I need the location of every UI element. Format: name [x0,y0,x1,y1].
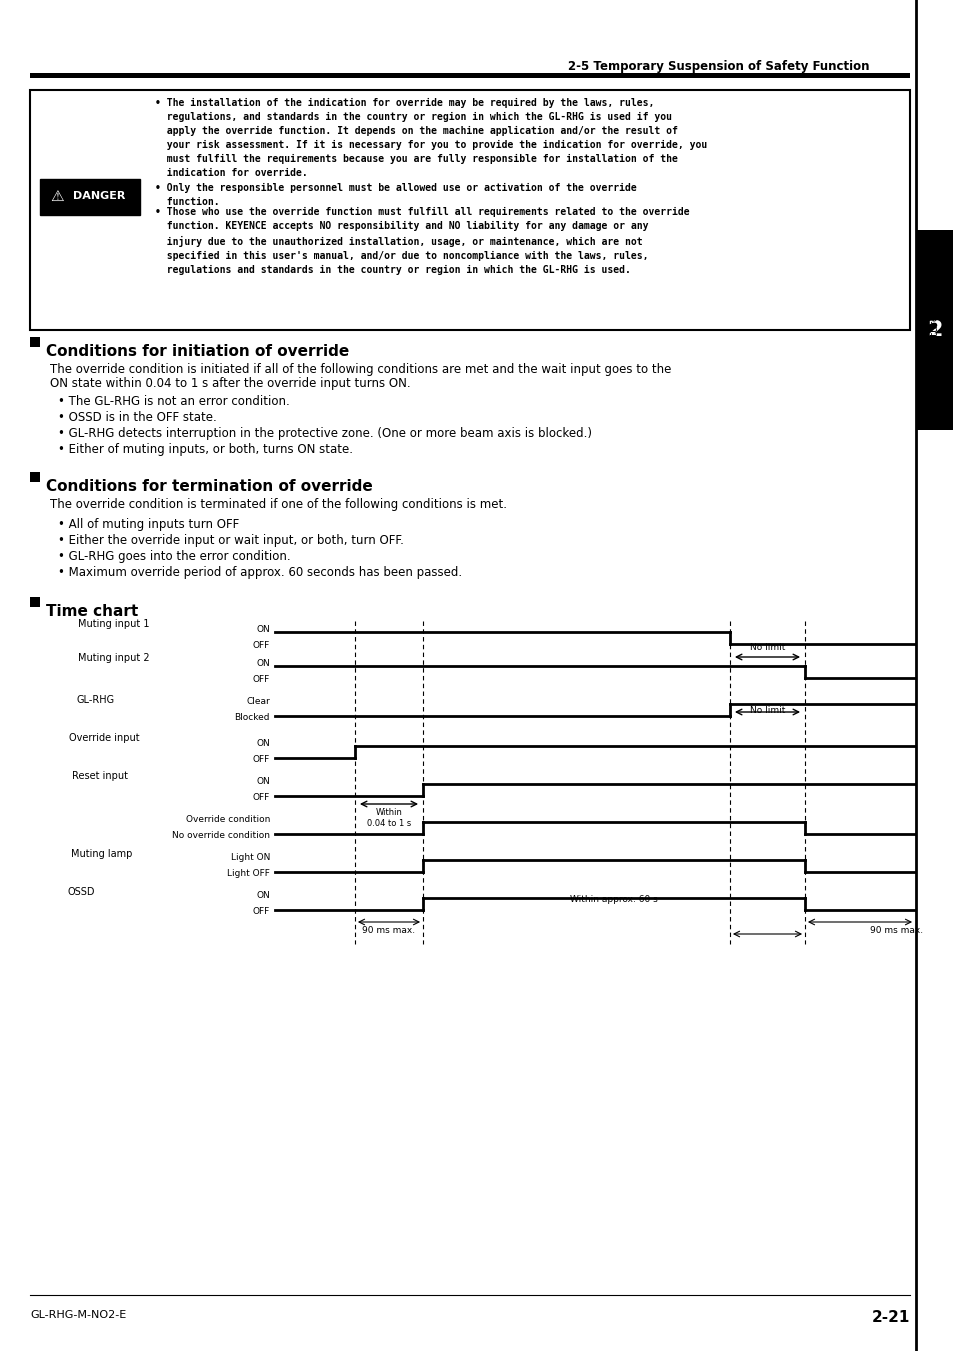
Text: OSSD: OSSD [68,888,95,897]
Text: ON: ON [256,892,270,901]
Text: GL-RHG-M-NO2-E: GL-RHG-M-NO2-E [30,1310,126,1320]
Text: Within
0.04 to 1 s: Within 0.04 to 1 s [367,808,411,828]
Text: Clear: Clear [246,697,270,707]
Text: Light OFF: Light OFF [227,870,270,878]
Text: The override condition is initiated if all of the following conditions are met a: The override condition is initiated if a… [50,363,671,376]
Bar [30,471,40,482]
Text: ON: ON [256,659,270,669]
Text: Muting lamp: Muting lamp [71,848,132,859]
Text: ON: ON [256,777,270,786]
Text: Functions and Features: Functions and Features [929,309,939,430]
Text: Muting input 2: Muting input 2 [78,653,150,663]
Text: 2-5 Temporary Suspension of Safety Function: 2-5 Temporary Suspension of Safety Funct… [568,59,869,73]
Text: ON state within 0.04 to 1 s after the override input turns ON.: ON state within 0.04 to 1 s after the ov… [50,377,410,390]
Text: Conditions for initiation of override: Conditions for initiation of override [46,345,349,359]
Bar [40,178,140,215]
Text: 2-21: 2-21 [871,1310,909,1325]
Text: • Only the responsible personnel must be allowed use or activation of the overri: • Only the responsible personnel must be… [154,182,636,207]
Text: • GL-RHG goes into the error condition.: • GL-RHG goes into the error condition. [58,550,291,563]
Text: ⚠: ⚠ [50,189,64,204]
Text: 90 ms max.: 90 ms max. [869,925,923,935]
Text: Muting input 1: Muting input 1 [78,619,150,630]
Text: • The installation of the indication for override may be required by the laws, r: • The installation of the indication for… [154,99,706,178]
Bar [30,73,909,78]
Text: • OSSD is in the OFF state.: • OSSD is in the OFF state. [58,411,216,424]
Text: • Either the override input or wait input, or both, turn OFF.: • Either the override input or wait inpu… [58,534,403,547]
Bar [915,230,953,430]
Text: 90 ms max.: 90 ms max. [362,925,416,935]
Text: No limit: No limit [749,707,784,715]
Text: • The GL-RHG is not an error condition.: • The GL-RHG is not an error condition. [58,394,290,408]
Text: • GL-RHG detects interruption in the protective zone. (One or more beam axis is : • GL-RHG detects interruption in the pro… [58,427,592,440]
Text: Reset input: Reset input [71,771,128,781]
Text: ON: ON [256,626,270,635]
Text: • Those who use the override function must fulfill all requirements related to t: • Those who use the override function mu… [154,207,689,274]
Text: GL-RHG: GL-RHG [77,694,115,705]
Text: Time chart: Time chart [46,604,138,619]
Text: OFF: OFF [253,908,270,916]
Text: Light ON: Light ON [231,854,270,862]
Text: Conditions for termination of override: Conditions for termination of override [46,480,373,494]
Text: Override condition: Override condition [186,816,270,824]
Text: Within approx. 60 s: Within approx. 60 s [570,896,658,905]
Text: The override condition is terminated if one of the following conditions is met.: The override condition is terminated if … [50,499,506,511]
Text: OFF: OFF [253,642,270,650]
Text: DANGER: DANGER [73,190,125,201]
Text: • Maximum override period of approx. 60 seconds has been passed.: • Maximum override period of approx. 60 … [58,566,461,580]
Bar [30,91,909,330]
Text: • All of muting inputs turn OFF: • All of muting inputs turn OFF [58,517,239,531]
Text: 2: 2 [926,320,942,340]
Text: OFF: OFF [253,793,270,802]
Text: Blocked: Blocked [234,713,270,723]
Text: OFF: OFF [253,755,270,765]
Text: No limit: No limit [749,643,784,653]
Text: No override condition: No override condition [172,831,270,840]
Text: • Either of muting inputs, or both, turns ON state.: • Either of muting inputs, or both, turn… [58,443,353,457]
Bar [30,336,40,347]
Text: OFF: OFF [253,676,270,685]
Text: ON: ON [256,739,270,748]
Bar [30,597,40,607]
Text: Override input: Override input [70,734,140,743]
